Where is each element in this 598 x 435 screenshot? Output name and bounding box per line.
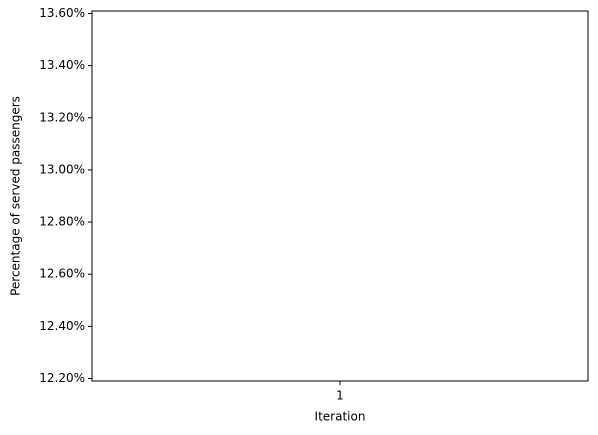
- y-axis-label: Percentage of served passengers: [9, 96, 23, 296]
- y-tick-label: 13.60%: [39, 6, 85, 20]
- y-tick-label: 12.40%: [39, 319, 85, 333]
- y-tick-label: 12.80%: [39, 215, 85, 229]
- y-tick-label: 12.20%: [39, 371, 85, 385]
- y-tick-label: 12.60%: [39, 267, 85, 281]
- plot-frame: [91, 10, 589, 382]
- y-tick-label: 13.00%: [39, 162, 85, 176]
- y-tick-label: 13.40%: [39, 58, 85, 72]
- x-tick-label: 1: [336, 389, 344, 403]
- x-axis-label: Iteration: [315, 410, 366, 424]
- y-tick-label: 13.20%: [39, 110, 85, 124]
